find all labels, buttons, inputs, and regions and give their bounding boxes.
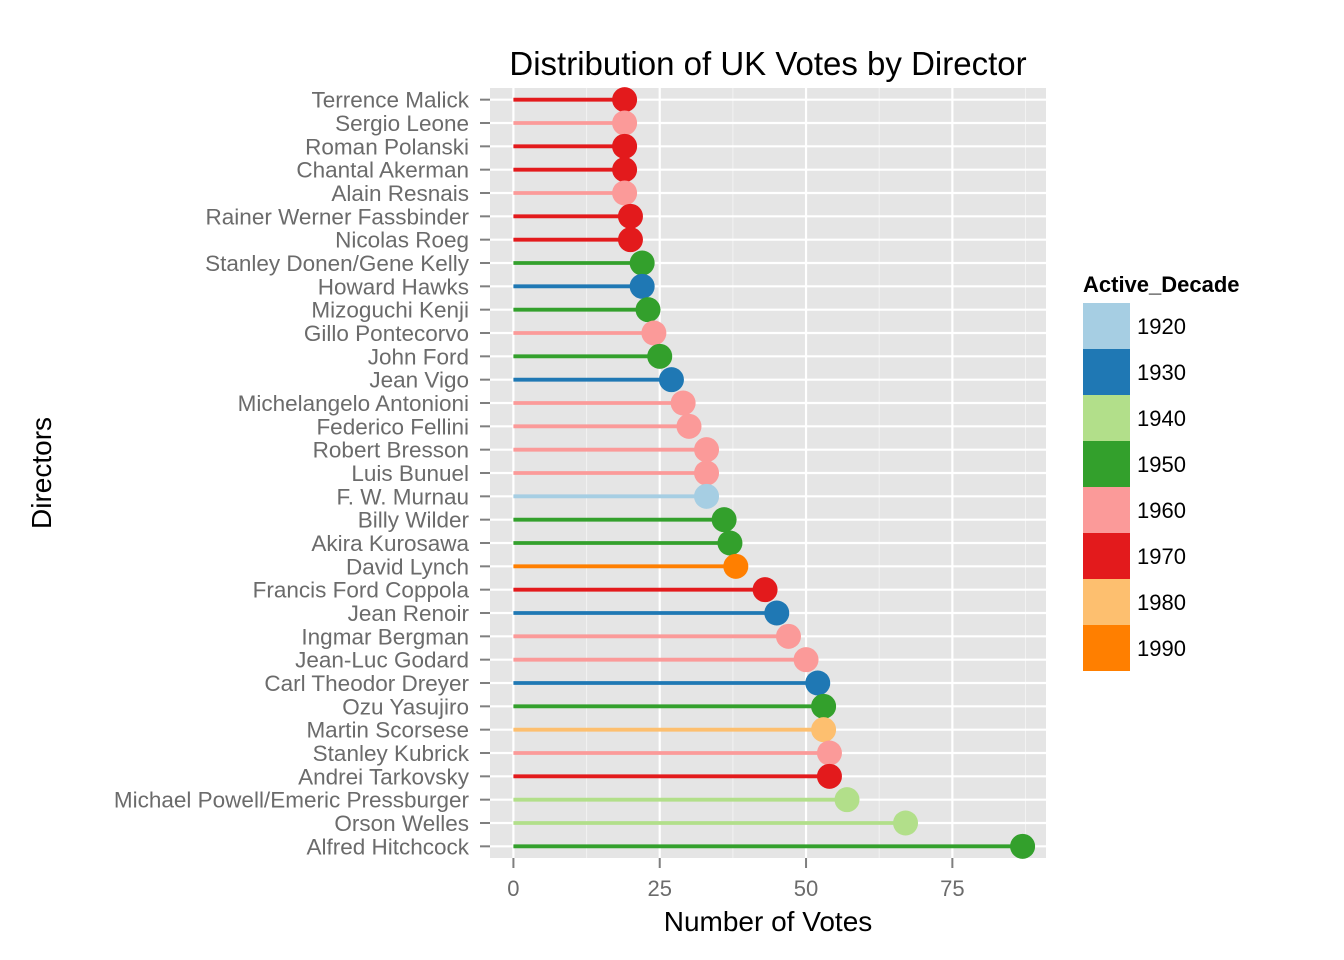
y-tick-label: Stanley Donen/Gene Kelly <box>205 251 470 276</box>
data-point <box>617 227 643 253</box>
y-tick-label: Martin Scorsese <box>306 718 469 743</box>
data-point <box>647 343 673 369</box>
y-tick-label: Alfred Hitchcock <box>306 834 469 859</box>
legend-label: 1980 <box>1137 590 1186 615</box>
y-tick-label: Michelangelo Antonioni <box>238 391 469 416</box>
data-point <box>641 320 667 346</box>
stem-lines <box>513 97 1023 849</box>
y-tick-label: Howard Hawks <box>318 274 469 299</box>
data-points <box>612 87 1036 859</box>
data-point <box>764 600 790 626</box>
data-point <box>834 787 860 813</box>
y-tick-label: Ingmar Bergman <box>301 624 469 649</box>
x-tick-label: 75 <box>940 876 964 901</box>
y-tick-label: John Ford <box>368 344 469 369</box>
data-point <box>629 273 655 299</box>
y-tick-label: Michael Powell/Emeric Pressburger <box>114 788 470 813</box>
x-tick-label: 50 <box>794 876 818 901</box>
data-point <box>711 507 737 533</box>
legend-key <box>1083 625 1130 671</box>
legend-key <box>1083 349 1130 395</box>
y-tick-label: David Lynch <box>346 554 469 579</box>
y-tick-label: Luis Bunuel <box>351 461 469 486</box>
legend-label: 1940 <box>1137 406 1186 431</box>
data-point <box>612 157 638 183</box>
y-tick-label: Federico Fellini <box>316 414 469 439</box>
data-point <box>816 763 842 789</box>
data-point <box>694 483 720 509</box>
data-point <box>617 203 643 229</box>
legend-label: 1970 <box>1137 544 1186 569</box>
legend-label: 1990 <box>1137 636 1186 661</box>
legend: Active_Decade 1920 1930 1940 1950 1960 1970 19… <box>1083 272 1240 671</box>
y-tick-label: Stanley Kubrick <box>313 741 470 766</box>
data-point <box>805 670 831 696</box>
y-tick-label: Francis Ford Coppola <box>253 578 470 603</box>
data-point <box>670 390 696 416</box>
data-point <box>694 460 720 486</box>
data-point <box>635 297 661 323</box>
y-tick-label: Chantal Akerman <box>296 158 469 183</box>
y-tick-label: Robert Bresson <box>313 438 469 463</box>
data-point <box>629 250 655 276</box>
legend-key <box>1083 303 1130 349</box>
y-tick-label: Rainer Werner Fassbinder <box>206 204 470 229</box>
y-tick-label: Sergio Leone <box>335 111 469 136</box>
data-point <box>612 180 638 206</box>
data-point <box>612 87 638 113</box>
data-point <box>793 647 819 673</box>
y-tick-label: Akira Kurosawa <box>311 531 469 556</box>
y-tick-label: Ozu Yasujiro <box>342 694 469 719</box>
y-tick-label: Jean-Luc Godard <box>295 648 469 673</box>
y-tick-label: Orson Welles <box>334 811 469 836</box>
legend-title: Active_Decade <box>1083 272 1240 297</box>
data-point <box>658 367 684 393</box>
y-tick-label: Roman Polanski <box>305 134 469 159</box>
data-point <box>676 413 702 439</box>
data-point <box>893 810 919 836</box>
data-point <box>752 577 778 603</box>
legend-label: 1930 <box>1137 360 1186 385</box>
y-tick-label: F. W. Murnau <box>336 484 469 509</box>
data-point <box>694 437 720 463</box>
legend-label: 1960 <box>1137 498 1186 523</box>
data-point <box>612 133 638 159</box>
data-point <box>811 693 837 719</box>
chart-title: Distribution of UK Votes by Director <box>509 45 1026 82</box>
legend-key <box>1083 487 1130 533</box>
legend-label: 1920 <box>1137 314 1186 339</box>
y-axis-title: Directors <box>26 417 57 529</box>
x-axis: 0 25 50 75 <box>507 858 965 901</box>
data-point <box>723 553 749 579</box>
y-tick-label: Terrence Malick <box>311 88 469 113</box>
y-tick-label: Jean Renoir <box>348 601 470 626</box>
data-point <box>717 530 743 556</box>
y-tick-label: Carl Theodor Dreyer <box>264 671 469 696</box>
y-tick-label: Gillo Pontecorvo <box>304 321 469 346</box>
x-tick-label: 0 <box>507 876 519 901</box>
y-tick-label: Mizoguchi Kenji <box>311 298 469 323</box>
legend-key <box>1083 533 1130 579</box>
data-point <box>811 717 837 743</box>
legend-label: 1950 <box>1137 452 1186 477</box>
y-tick-label: Nicolas Roeg <box>335 228 469 253</box>
data-point <box>775 623 801 649</box>
data-point <box>612 110 638 136</box>
x-axis-title: Number of Votes <box>664 906 873 937</box>
legend-key <box>1083 579 1130 625</box>
y-tick-label: Billy Wilder <box>358 508 470 533</box>
data-point <box>816 740 842 766</box>
y-tick-label: Alain Resnais <box>331 181 469 206</box>
legend-key <box>1083 395 1130 441</box>
y-tick-label: Andrei Tarkovsky <box>298 764 470 789</box>
data-point <box>1010 833 1036 859</box>
x-tick-label: 25 <box>647 876 671 901</box>
y-tick-label: Jean Vigo <box>369 368 469 393</box>
legend-key <box>1083 441 1130 487</box>
